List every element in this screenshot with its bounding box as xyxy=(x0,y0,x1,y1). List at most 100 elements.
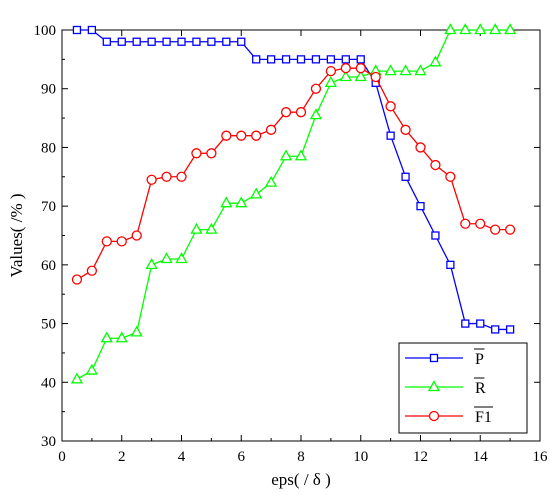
data-point xyxy=(326,55,336,64)
data-point xyxy=(222,37,231,46)
plot-area: 0 2 4 6 8 10 12 14 16 30 40 50 60 70 80 90 100 xyxy=(34,23,549,465)
legend-item-p: P xyxy=(405,348,485,368)
series-line xyxy=(76,29,511,380)
y-axis-title: Values( /% ) xyxy=(7,193,26,277)
data-point xyxy=(400,124,411,135)
data-point xyxy=(430,159,441,171)
data-point xyxy=(460,218,471,229)
data-point xyxy=(309,108,323,120)
x-tick-label: 16 xyxy=(533,449,549,465)
x-tick-label: 12 xyxy=(413,449,428,465)
legend-marker xyxy=(429,353,439,363)
y-tick-label: 50 xyxy=(41,317,56,333)
y-tick-label: 90 xyxy=(41,82,56,98)
data-point xyxy=(415,142,426,153)
data-point xyxy=(416,201,425,211)
data-point xyxy=(235,196,248,208)
x-axis-title: eps( / δ ) xyxy=(271,470,330,489)
data-point xyxy=(252,55,261,64)
data-point xyxy=(117,37,126,46)
series-line xyxy=(76,29,511,331)
y-tick-label: 80 xyxy=(41,140,56,156)
data-point xyxy=(132,37,141,46)
data-point xyxy=(131,230,142,241)
data-point xyxy=(70,372,84,384)
data-point xyxy=(266,55,276,64)
y-tick-label: 100 xyxy=(34,23,57,39)
data-point xyxy=(147,37,156,46)
legend: PR F1 xyxy=(398,342,528,434)
data-point xyxy=(86,265,98,276)
data-point xyxy=(504,224,516,235)
series-r xyxy=(70,23,517,384)
data-point xyxy=(444,23,457,35)
data-point xyxy=(207,37,216,46)
data-point xyxy=(237,37,246,46)
data-point xyxy=(205,222,218,234)
data-point xyxy=(490,224,501,235)
data-point xyxy=(491,325,500,334)
data-point xyxy=(399,64,412,76)
y-tick-label: 40 xyxy=(41,375,56,391)
legend-item-f1: F1 xyxy=(405,406,493,426)
data-point xyxy=(295,107,307,118)
data-point xyxy=(414,64,427,76)
x-tick-label: 2 xyxy=(118,449,126,465)
x-tick-label: 14 xyxy=(473,449,489,465)
y-tick-label: 30 xyxy=(41,434,56,450)
data-point xyxy=(459,23,472,35)
data-point xyxy=(72,25,82,35)
data-point xyxy=(71,274,83,285)
data-point xyxy=(401,172,410,181)
data-point xyxy=(281,55,291,64)
data-point xyxy=(354,70,367,82)
data-point xyxy=(161,171,172,182)
data-point xyxy=(370,71,381,83)
data-point xyxy=(475,218,486,229)
data-point xyxy=(192,37,201,46)
data-point xyxy=(385,101,396,112)
data-point xyxy=(236,130,247,141)
x-tick-label: 4 xyxy=(178,449,186,465)
data-point xyxy=(340,63,351,74)
data-point xyxy=(504,23,517,35)
legend-label: F1 xyxy=(475,409,492,426)
x-tick-label: 10 xyxy=(353,449,368,465)
data-point xyxy=(160,252,173,264)
data-point xyxy=(341,55,350,64)
data-point xyxy=(294,149,308,161)
data-point xyxy=(175,252,188,264)
data-point xyxy=(102,37,111,46)
data-point xyxy=(190,222,203,234)
data-point xyxy=(177,37,186,46)
data-point xyxy=(384,64,397,76)
data-point xyxy=(476,319,485,328)
data-point xyxy=(265,124,277,135)
data-point xyxy=(355,63,366,74)
data-point xyxy=(505,325,515,334)
data-point xyxy=(265,175,278,187)
legend-box xyxy=(398,342,528,434)
data-point xyxy=(251,130,262,141)
x-tick-label: 0 xyxy=(58,449,66,465)
data-point xyxy=(386,131,395,140)
data-point xyxy=(87,25,97,35)
legend-marker xyxy=(427,380,441,392)
data-point xyxy=(310,83,322,94)
legend-marker xyxy=(428,410,440,422)
data-point xyxy=(446,260,455,270)
series-layer xyxy=(70,23,517,384)
data-point xyxy=(221,130,232,141)
data-point xyxy=(356,55,365,64)
data-point xyxy=(324,76,337,87)
legend-label: P xyxy=(475,351,484,368)
data-point xyxy=(474,23,487,35)
series-line xyxy=(76,67,511,281)
data-point xyxy=(311,55,321,64)
x-tick-label: 8 xyxy=(297,449,305,465)
data-point xyxy=(145,258,158,270)
y-tick-label: 70 xyxy=(41,199,56,215)
data-point xyxy=(191,148,202,159)
data-point xyxy=(116,236,127,247)
